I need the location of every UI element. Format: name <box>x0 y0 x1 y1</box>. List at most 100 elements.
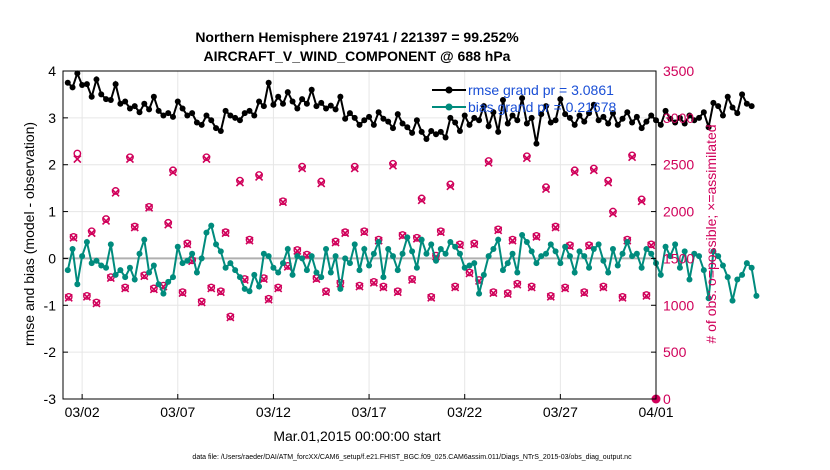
bias-point <box>743 260 750 267</box>
x-tick-label: 03/27 <box>543 404 578 420</box>
chart-title-line1: Northern Hemisphere 219741 / 221397 = 99… <box>195 29 519 45</box>
rmse-point <box>404 124 411 131</box>
obs-assimilated-marker <box>446 182 455 191</box>
rmse-point <box>576 112 583 119</box>
rmse-point <box>299 96 306 103</box>
bias-point <box>64 267 71 274</box>
rmse-point <box>136 109 143 116</box>
obs-assimilated-marker <box>451 283 460 292</box>
rmse-point <box>246 107 253 114</box>
obs-assimilated-marker <box>532 232 541 241</box>
obs-possible-marker <box>355 281 364 290</box>
bias-point <box>423 250 430 257</box>
bias-point <box>361 246 368 253</box>
rmse-point <box>270 101 277 108</box>
obs-possible-marker <box>546 292 555 300</box>
left-tick-label: -3 <box>44 391 57 407</box>
bias-point <box>117 267 124 274</box>
obs-possible-marker <box>69 232 78 241</box>
bias-point <box>576 248 583 255</box>
bias-point <box>122 274 129 281</box>
obs-possible-marker <box>350 162 359 171</box>
rmse-point <box>562 111 569 118</box>
bias-point <box>456 250 463 257</box>
rmse-point <box>748 103 755 110</box>
obs-possible-marker <box>637 195 646 204</box>
bias-point <box>590 246 597 253</box>
rmse-point <box>193 119 200 126</box>
rmse-point <box>117 100 124 107</box>
obs-assimilated-marker <box>570 168 579 177</box>
rmse-point <box>399 120 406 127</box>
rmse-point <box>442 134 449 141</box>
obs-assimilated-marker <box>145 203 154 212</box>
bias-point <box>614 262 621 269</box>
obs-assimilated-marker <box>541 185 551 194</box>
bias-series <box>64 222 760 304</box>
y-axis-label-left: rmse and bias (model - observation) <box>21 122 37 346</box>
rmse-point <box>590 101 597 108</box>
bias-point <box>490 246 497 253</box>
bias-point <box>198 255 205 262</box>
rmse-point <box>471 114 478 121</box>
obs-possible-marker <box>197 297 206 306</box>
rmse-point <box>165 110 172 117</box>
bias-point <box>413 264 420 271</box>
rmse-point <box>648 112 655 119</box>
rmse-point <box>705 124 712 131</box>
obs-possible-marker <box>64 292 73 301</box>
rmse-point <box>609 110 616 117</box>
rmse-point <box>79 82 86 89</box>
bias-point <box>667 253 674 260</box>
obs-assimilated-marker <box>130 223 139 232</box>
right-tick-label: 3000 <box>663 110 694 126</box>
rmse-point <box>327 102 334 109</box>
bias-point <box>643 246 650 253</box>
obs-assimilated-marker <box>369 278 378 287</box>
bias-point <box>284 246 291 253</box>
obs-possible-marker <box>436 227 445 236</box>
bias-point <box>633 250 640 257</box>
obs-assimilated-marker <box>341 229 350 238</box>
rmse-point <box>146 106 153 113</box>
obs-possible-marker <box>83 292 91 300</box>
obs-possible-marker <box>393 287 402 296</box>
rmse-point <box>131 103 138 110</box>
obs-possible-marker <box>642 291 651 299</box>
obs-assimilated-marker <box>64 293 73 302</box>
rmse-point <box>279 100 286 107</box>
rmse-point <box>217 127 224 134</box>
obs-possible-marker <box>561 283 570 292</box>
rmse-point <box>571 121 578 128</box>
bias-point <box>232 267 239 274</box>
rmse-point <box>605 120 612 127</box>
obs-assimilated-marker <box>69 233 78 242</box>
rmse-point <box>523 120 530 127</box>
plot-frame <box>62 70 657 400</box>
rmse-point <box>447 114 454 121</box>
right-tick-label: 1500 <box>663 250 694 266</box>
obs-possible-marker <box>503 289 512 298</box>
obs-assimilated-marker <box>527 283 536 292</box>
obs-possible-marker <box>317 177 326 186</box>
rmse-point <box>629 119 636 126</box>
rmse-series <box>64 70 755 147</box>
bias-point <box>404 234 411 241</box>
bias-point <box>748 264 755 271</box>
rmse-point <box>318 99 325 106</box>
obs-assimilated-marker <box>168 168 178 177</box>
bias-point <box>715 253 722 260</box>
rmse-point <box>294 105 301 112</box>
bias-point <box>375 239 382 246</box>
obs-assimilated-marker <box>417 196 426 205</box>
right-tick-label: 0 <box>663 391 671 407</box>
rmse-point <box>452 119 459 126</box>
x-tick-label: 03/17 <box>352 404 387 420</box>
bias-point <box>543 250 550 257</box>
bias-point <box>581 253 588 260</box>
right-tick-label: 1000 <box>663 297 694 313</box>
bias-point <box>227 260 234 267</box>
rmse-point <box>734 110 741 117</box>
bias-point <box>705 295 712 302</box>
obs-assimilated-marker <box>178 289 187 298</box>
